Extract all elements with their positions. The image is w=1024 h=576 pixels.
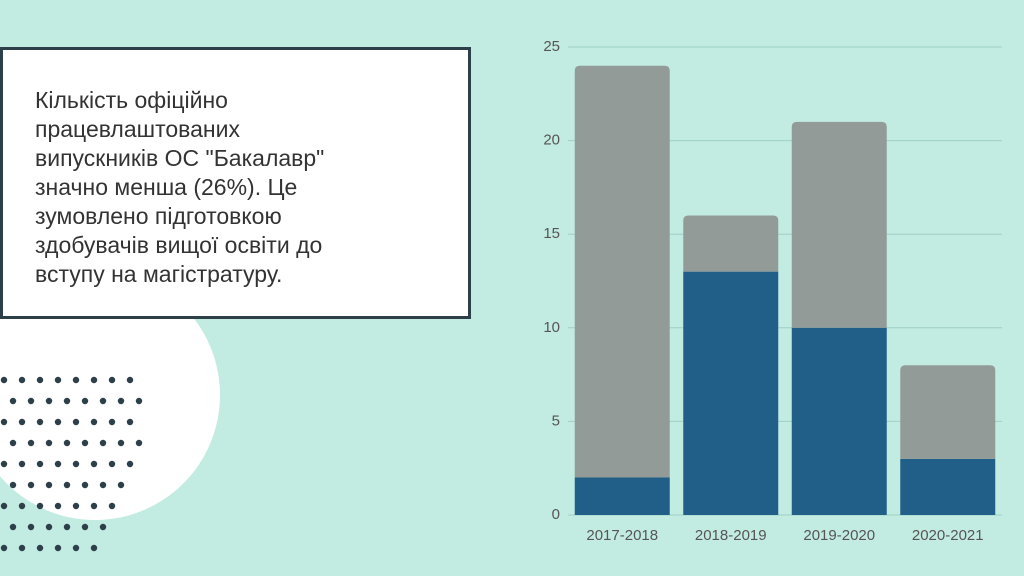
- bar-segment: [683, 215, 779, 272]
- decor-dot: [117, 397, 125, 405]
- decor-dot: [36, 460, 44, 468]
- bar-segment: [791, 327, 887, 515]
- text-line: Кількість офіційно: [35, 87, 228, 113]
- decor-dot: [18, 418, 26, 426]
- decor-dots: [0, 376, 143, 552]
- decor-dot: [54, 376, 62, 384]
- decor-dot: [126, 418, 134, 426]
- decor-dot: [90, 418, 98, 426]
- decor-dot: [117, 481, 125, 489]
- decor-dot: [108, 502, 116, 510]
- decor-dot: [27, 397, 35, 405]
- decor-dot: [54, 502, 62, 510]
- decor-dot: [126, 376, 134, 384]
- decor-dot: [63, 397, 71, 405]
- decor-dot: [90, 544, 98, 552]
- decor-dot: [9, 481, 17, 489]
- decor-dot: [27, 523, 35, 531]
- bar-segment: [900, 458, 996, 515]
- decor-dot: [108, 418, 116, 426]
- decor-dot: [72, 502, 80, 510]
- decor-dot: [45, 397, 53, 405]
- y-tick-label: 25: [543, 38, 560, 55]
- decor-dot: [81, 439, 89, 447]
- chart: 0 5 10 15 20 25 2017-2018 2018-2019 2019-2020 202…: [543, 38, 1002, 544]
- x-tick-label: 2018-2019: [695, 527, 767, 544]
- text-box: [0, 47, 471, 319]
- decor-dot: [0, 376, 8, 384]
- decor-dot: [63, 481, 71, 489]
- decor-circle: [0, 270, 220, 520]
- y-tick-label: 20: [543, 132, 560, 149]
- decor-dot: [9, 523, 17, 531]
- bar-segment: [574, 65, 670, 478]
- decor-dot: [9, 439, 17, 447]
- decor-dot: [99, 481, 107, 489]
- decor-dot: [117, 439, 125, 447]
- x-tick-label: 2019-2020: [803, 527, 875, 544]
- decor-dot: [108, 376, 116, 384]
- decor-dot: [54, 460, 62, 468]
- decor-dot: [108, 460, 116, 468]
- decor-dot: [63, 523, 71, 531]
- decor-dot: [99, 397, 107, 405]
- decor-dot: [72, 376, 80, 384]
- text-box-lines: Кількість офіційно працевлаштованих випуск…: [35, 87, 324, 287]
- x-tick-label: 2017-2018: [586, 527, 658, 544]
- text-line: вступу на магістратуру.: [35, 261, 282, 287]
- decor-dot: [72, 460, 80, 468]
- y-tick-label: 15: [543, 225, 560, 242]
- decor-dot: [18, 376, 26, 384]
- decor-dot: [72, 544, 80, 552]
- decor-dot: [27, 439, 35, 447]
- decor-dot: [18, 502, 26, 510]
- decor-dot: [90, 376, 98, 384]
- decor-dot: [36, 376, 44, 384]
- text-line: випускників ОС "Бакалавр": [35, 145, 324, 171]
- decor-dot: [135, 439, 143, 447]
- y-tick-label: 10: [543, 319, 560, 336]
- decor-dot: [36, 544, 44, 552]
- x-tick-label: 2020-2021: [912, 527, 984, 544]
- decor-dot: [0, 418, 8, 426]
- decor-dot: [45, 439, 53, 447]
- y-tick-label: 0: [552, 506, 560, 523]
- decor-dot: [18, 460, 26, 468]
- decor-dot: [36, 502, 44, 510]
- decor-dot: [18, 544, 26, 552]
- decor-dot: [90, 502, 98, 510]
- decor-dot: [72, 418, 80, 426]
- decor-dot: [54, 418, 62, 426]
- decor-dot: [81, 397, 89, 405]
- bar-segment: [574, 477, 670, 515]
- bar-segment: [791, 121, 887, 328]
- text-line: значно менша (26%). Це: [35, 174, 297, 200]
- decor-dot: [99, 523, 107, 531]
- decor-dot: [45, 523, 53, 531]
- decor-dot: [0, 544, 8, 552]
- decor-dot: [0, 460, 8, 468]
- decor-dot: [81, 481, 89, 489]
- text-line: здобувачів вищої освіти до: [35, 232, 322, 258]
- text-line: працевлаштованих: [35, 116, 240, 142]
- decor-dot: [63, 439, 71, 447]
- decor-dot: [135, 397, 143, 405]
- decor-dot: [9, 397, 17, 405]
- decor-dot: [45, 481, 53, 489]
- bar-segment: [683, 271, 779, 515]
- decor-dot: [90, 460, 98, 468]
- decor-dot: [99, 439, 107, 447]
- text-line: зумовлено підготовкою: [35, 203, 282, 229]
- bar-segment: [900, 365, 996, 459]
- decor-dot: [81, 523, 89, 531]
- decor-dot: [126, 460, 134, 468]
- decor-dot: [27, 481, 35, 489]
- decor-dot: [0, 502, 8, 510]
- y-tick-label: 5: [552, 412, 560, 429]
- decor-dot: [54, 544, 62, 552]
- decor-dot: [36, 418, 44, 426]
